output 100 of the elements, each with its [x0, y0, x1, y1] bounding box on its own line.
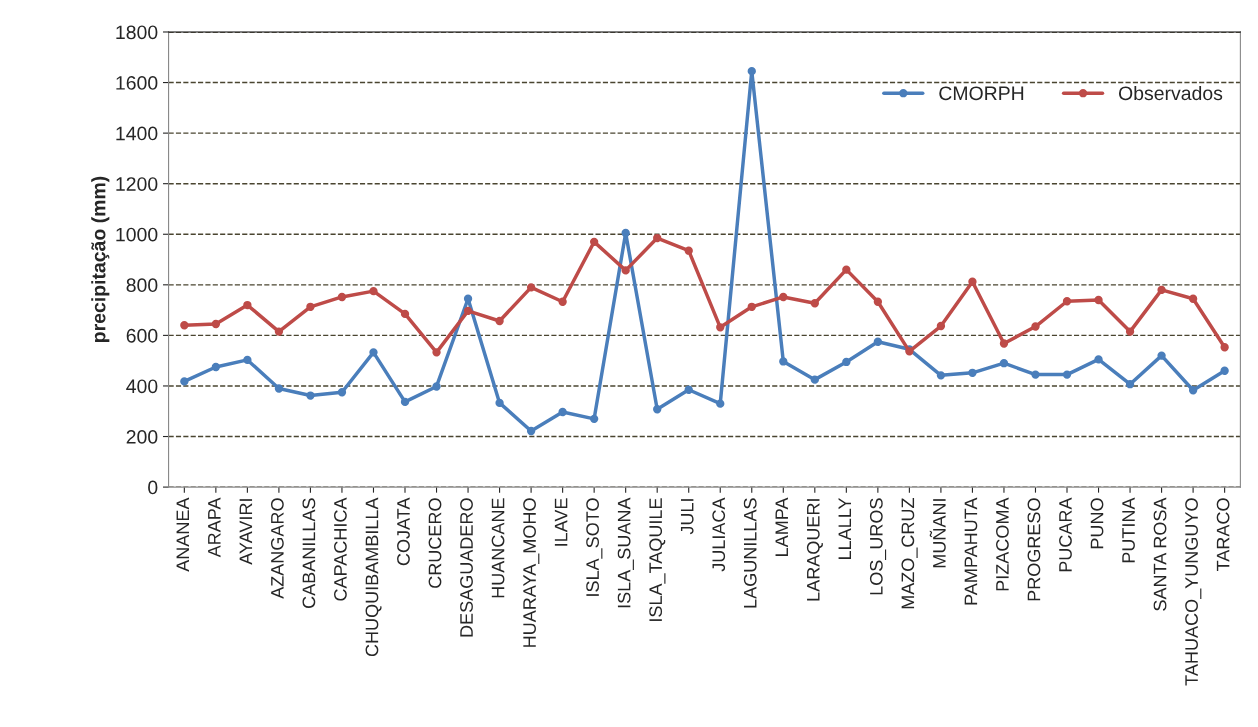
point	[936, 321, 946, 331]
point	[274, 384, 284, 393]
y-axis-title: precipitação (mm)	[91, 176, 110, 342]
x-tick-label: LOS_UROS	[869, 498, 887, 595]
point	[999, 359, 1009, 368]
x-tick-label: ISLA_SOTO	[586, 498, 603, 596]
point	[495, 398, 504, 408]
x-tick-label: PIZACOMA	[996, 497, 1009, 591]
point	[211, 319, 221, 329]
point	[968, 277, 977, 286]
point	[621, 228, 630, 238]
x-tick-label: ISLA_TAQUILE	[649, 498, 666, 621]
point	[558, 297, 567, 306]
point	[180, 377, 189, 386]
point	[337, 388, 347, 397]
point	[1220, 366, 1229, 375]
y-tick-label: 1000	[116, 227, 158, 242]
x-tick-label: PAMPAHUTA	[964, 497, 978, 605]
y-tick-label: 1800	[116, 25, 158, 40]
x-tick-label: PUCARA	[1059, 497, 1072, 572]
point	[1094, 295, 1103, 305]
x-tick-label: LAMPA	[775, 497, 788, 556]
y-tick-label: 200	[126, 429, 158, 444]
point	[306, 391, 315, 400]
y-tick-label: 400	[126, 379, 158, 394]
point	[842, 357, 851, 367]
x-tick-label: LAGUNILLAS	[743, 498, 757, 608]
point	[1157, 351, 1166, 360]
x-tick-label: ANANEA	[176, 497, 189, 572]
point	[621, 266, 630, 275]
y-tick-label: 0	[148, 480, 158, 495]
x-tick-label: PROGRESO	[1027, 498, 1041, 601]
point	[1125, 380, 1135, 389]
x-tick-label: COJATA	[397, 497, 410, 566]
y-tick-label: 1600	[116, 76, 158, 90]
point	[1094, 355, 1103, 364]
x-tick-label: JULIACA	[712, 497, 726, 572]
x-tick-label: CRUCERO	[428, 498, 442, 588]
point	[400, 309, 410, 319]
point	[684, 246, 693, 255]
point	[747, 302, 756, 311]
point	[1157, 285, 1166, 295]
point	[1031, 322, 1040, 331]
y-tick-label: 1200	[116, 177, 158, 191]
point	[747, 67, 756, 76]
point	[1062, 297, 1072, 306]
point	[1188, 294, 1198, 303]
point	[589, 414, 599, 423]
x-tick-label: TAHUACO_YUNGUYO	[1185, 498, 1202, 686]
x-tick-label: SANTA ROSA	[1153, 497, 1167, 611]
point	[558, 407, 567, 417]
point	[432, 382, 441, 391]
x-tick-label: ISLA_SUANA	[617, 497, 634, 608]
point	[1031, 370, 1040, 379]
point	[779, 357, 788, 366]
x-tick-label: LARAQUERI	[806, 499, 823, 601]
x-tick-label: CHUQUIBAMBILLA	[365, 497, 382, 657]
point	[463, 306, 473, 316]
point	[1188, 386, 1198, 395]
point	[463, 294, 473, 303]
x-tick-label: HUARAYA_MOHO	[523, 498, 540, 647]
y-tick-label: 800	[126, 278, 158, 293]
point	[936, 371, 946, 380]
y-tick-label: 1400	[116, 126, 158, 141]
point	[306, 302, 315, 311]
point	[1125, 327, 1135, 336]
point	[779, 292, 788, 302]
point	[274, 327, 284, 336]
point	[526, 283, 536, 292]
point	[684, 385, 693, 394]
x-tick-label: TARACO	[1216, 498, 1230, 572]
x-tick-label: DESAGUADERO	[460, 498, 473, 637]
point	[337, 292, 347, 302]
point	[369, 286, 378, 296]
x-tick-label: MUÑANI	[929, 499, 946, 568]
point	[1062, 370, 1072, 379]
x-tick-label: MAZO_CRUZ	[901, 498, 918, 609]
point	[400, 397, 410, 407]
x-tick-label: PUNO	[1090, 498, 1104, 549]
point	[243, 300, 252, 310]
point	[873, 297, 883, 306]
x-tick-label: ARAPA	[208, 497, 221, 558]
point	[810, 299, 819, 308]
point	[716, 399, 725, 408]
point	[243, 355, 252, 365]
x-tick-label: JULI	[680, 499, 694, 535]
point	[653, 405, 662, 414]
x-tick-label: AYAVIRI	[239, 499, 253, 565]
point	[999, 339, 1009, 348]
point	[180, 321, 189, 330]
x-tick-label: CABANILLAS	[302, 498, 316, 608]
legend-label: CMORPH	[939, 86, 1024, 101]
point	[589, 237, 599, 247]
point	[369, 348, 378, 357]
point	[842, 265, 851, 274]
legend-label: Observados	[1118, 85, 1223, 101]
point	[968, 368, 977, 377]
point	[810, 375, 819, 384]
point	[495, 316, 504, 326]
point	[716, 323, 725, 332]
